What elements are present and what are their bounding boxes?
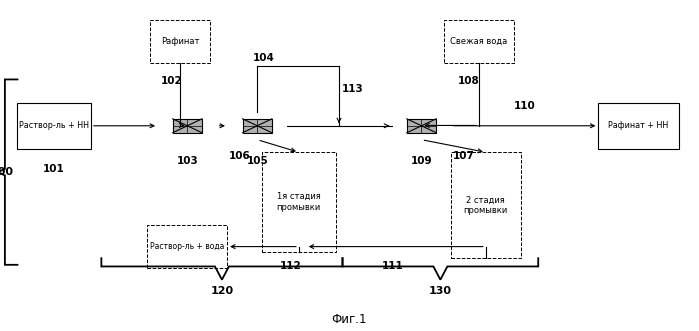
Bar xyxy=(243,119,272,133)
Text: 100: 100 xyxy=(0,167,13,177)
Text: 103: 103 xyxy=(176,156,199,166)
Bar xyxy=(17,103,91,149)
Bar xyxy=(598,103,679,149)
Text: 2 стадия
промывки: 2 стадия промывки xyxy=(463,196,508,215)
Bar xyxy=(173,119,202,133)
Text: 102: 102 xyxy=(161,76,182,86)
Text: Фиг.1: Фиг.1 xyxy=(332,313,367,326)
Text: Свежая вода: Свежая вода xyxy=(450,37,507,46)
Text: 113: 113 xyxy=(342,84,364,94)
Text: 105: 105 xyxy=(246,156,268,166)
Bar xyxy=(451,152,521,258)
Text: Раствор-ль + НН: Раствор-ль + НН xyxy=(19,121,89,130)
Bar xyxy=(150,20,210,63)
Text: 109: 109 xyxy=(411,156,432,166)
Text: 111: 111 xyxy=(382,261,403,271)
Text: 108: 108 xyxy=(457,76,480,86)
Text: 130: 130 xyxy=(429,286,452,296)
Bar xyxy=(444,20,514,63)
Bar xyxy=(147,225,227,268)
Text: Рафинат + НН: Рафинат + НН xyxy=(608,121,669,130)
Text: 110: 110 xyxy=(514,101,535,111)
Text: Раствор-ль + вода: Раствор-ль + вода xyxy=(150,242,224,251)
Text: Рафинат: Рафинат xyxy=(161,37,199,46)
Text: 107: 107 xyxy=(452,151,475,161)
Bar xyxy=(262,152,336,252)
Text: 106: 106 xyxy=(229,151,251,161)
Text: 104: 104 xyxy=(253,53,275,63)
Text: 101: 101 xyxy=(43,164,65,174)
Text: 120: 120 xyxy=(210,286,233,296)
Text: 112: 112 xyxy=(280,261,302,271)
Bar xyxy=(407,119,436,133)
Text: 1я стадия
промывки: 1я стадия промывки xyxy=(277,192,321,212)
